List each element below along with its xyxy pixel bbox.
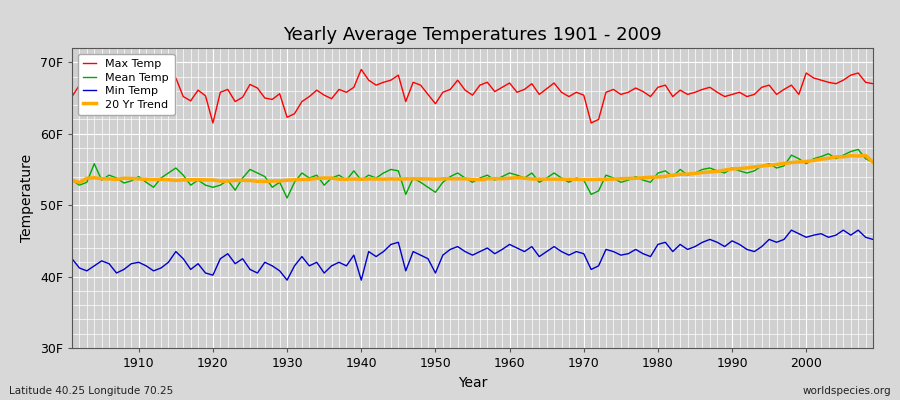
Min Temp bbox=[511, 246, 522, 250]
Max Temp bbox=[208, 121, 219, 126]
Min Temp bbox=[126, 261, 137, 266]
Mean Temp bbox=[868, 160, 878, 165]
Min Temp bbox=[504, 242, 515, 247]
20 Yr Trend bbox=[504, 176, 515, 181]
Mean Temp bbox=[126, 178, 137, 183]
Mean Temp bbox=[296, 170, 307, 175]
Min Temp bbox=[296, 254, 307, 259]
Mean Temp bbox=[341, 178, 352, 182]
20 Yr Trend bbox=[341, 177, 352, 182]
20 Yr Trend bbox=[74, 180, 85, 185]
Line: Max Temp: Max Temp bbox=[72, 70, 873, 123]
Title: Yearly Average Temperatures 1901 - 2009: Yearly Average Temperatures 1901 - 2009 bbox=[284, 26, 662, 44]
Y-axis label: Temperature: Temperature bbox=[21, 154, 34, 242]
Max Temp bbox=[126, 92, 137, 97]
Min Temp bbox=[786, 228, 796, 232]
20 Yr Trend bbox=[860, 153, 871, 158]
Max Temp bbox=[356, 67, 366, 72]
Line: 20 Yr Trend: 20 Yr Trend bbox=[72, 156, 873, 182]
20 Yr Trend bbox=[296, 177, 307, 182]
Mean Temp bbox=[511, 173, 522, 178]
Text: worldspecies.org: worldspecies.org bbox=[803, 386, 891, 396]
Max Temp bbox=[67, 94, 77, 99]
Mean Temp bbox=[853, 147, 864, 152]
Min Temp bbox=[341, 264, 352, 268]
Max Temp bbox=[511, 90, 522, 95]
20 Yr Trend bbox=[511, 175, 522, 180]
Mean Temp bbox=[282, 196, 292, 200]
Mean Temp bbox=[600, 173, 611, 178]
Legend: Max Temp, Mean Temp, Min Temp, 20 Yr Trend: Max Temp, Mean Temp, Min Temp, 20 Yr Tre… bbox=[77, 54, 175, 115]
Min Temp bbox=[67, 256, 77, 261]
Mean Temp bbox=[504, 170, 515, 175]
Min Temp bbox=[868, 237, 878, 242]
20 Yr Trend bbox=[600, 177, 611, 182]
Min Temp bbox=[282, 278, 292, 282]
Max Temp bbox=[868, 81, 878, 86]
Text: Latitude 40.25 Longitude 70.25: Latitude 40.25 Longitude 70.25 bbox=[9, 386, 173, 396]
Line: Mean Temp: Mean Temp bbox=[72, 150, 873, 198]
Mean Temp bbox=[67, 178, 77, 182]
Max Temp bbox=[519, 87, 530, 92]
20 Yr Trend bbox=[67, 178, 77, 182]
Max Temp bbox=[608, 87, 619, 92]
20 Yr Trend bbox=[868, 160, 878, 165]
Max Temp bbox=[341, 90, 352, 95]
Max Temp bbox=[296, 99, 307, 104]
Line: Min Temp: Min Temp bbox=[72, 230, 873, 280]
Min Temp bbox=[600, 247, 611, 252]
X-axis label: Year: Year bbox=[458, 376, 487, 390]
20 Yr Trend bbox=[133, 176, 144, 181]
